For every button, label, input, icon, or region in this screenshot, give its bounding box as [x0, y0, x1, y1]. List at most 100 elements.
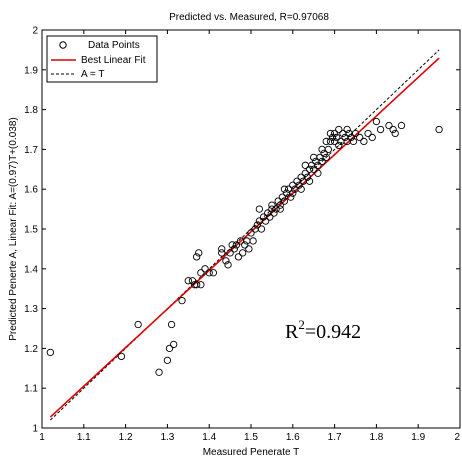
y-tick-label: 1 — [32, 424, 38, 435]
data-point — [310, 165, 318, 173]
y-tick-label: 1.1 — [24, 384, 38, 395]
data-point — [272, 205, 280, 213]
data-point — [205, 269, 213, 277]
data-point — [305, 177, 314, 185]
data-point — [335, 125, 343, 134]
y-tick-label: 1.4 — [24, 264, 38, 275]
chart-title: Predicted vs. Measured, R=0.97068 — [169, 12, 329, 23]
data-point — [368, 133, 376, 142]
annotation-sup: 2 — [298, 317, 305, 332]
data-point — [261, 217, 270, 225]
data-point — [255, 205, 264, 213]
legend-label-fit: Best Linear Fit — [81, 55, 146, 66]
data-point — [268, 205, 276, 213]
data-point — [218, 245, 226, 253]
data-point — [253, 221, 261, 229]
data-point — [372, 117, 381, 126]
data-point — [385, 121, 393, 130]
data-point — [289, 189, 297, 197]
data-point — [155, 368, 163, 376]
data-point — [360, 137, 368, 146]
y-tick-label: 1.8 — [24, 105, 38, 116]
data-point — [230, 245, 238, 253]
data-point — [330, 129, 339, 138]
data-point — [349, 137, 358, 146]
data-point — [301, 169, 309, 177]
data-point — [276, 201, 284, 209]
data-point — [280, 197, 289, 205]
r-squared-annotation: R2=0.942 — [285, 317, 361, 343]
data-point — [314, 161, 322, 169]
data-point — [295, 181, 303, 189]
x-tick-label: 1.7 — [328, 432, 342, 443]
data-point — [247, 229, 255, 237]
data-point — [397, 121, 406, 130]
data-point — [193, 281, 201, 289]
data-point — [435, 125, 443, 134]
data-point — [222, 257, 230, 265]
data-point — [328, 133, 337, 142]
annotation-rest: =0.942 — [305, 321, 361, 343]
data-point — [391, 129, 399, 138]
data-point — [364, 129, 372, 138]
data-point — [178, 296, 186, 305]
data-point — [224, 261, 232, 269]
data-point — [163, 356, 172, 364]
x-tick-label: 1.9 — [411, 432, 425, 443]
data-point — [356, 133, 364, 142]
y-tick-label: 1.5 — [24, 225, 38, 236]
legend-label-points: Data Points — [88, 40, 140, 51]
data-point — [322, 137, 330, 146]
data-point — [232, 241, 241, 249]
y-tick-label: 1.3 — [24, 304, 38, 315]
data-point — [46, 348, 55, 357]
data-point — [314, 169, 322, 177]
data-point — [326, 129, 335, 138]
legend: Data Points Best Linear Fit A = T — [46, 35, 158, 83]
x-tick-label: 1.3 — [160, 432, 174, 443]
data-point — [234, 253, 243, 261]
data-point — [320, 149, 328, 158]
data-point — [335, 141, 343, 150]
identity-line-group — [50, 49, 440, 421]
y-tick-label: 1.9 — [24, 65, 38, 76]
x-tick-label: 1.4 — [202, 432, 216, 443]
y-tick-label: 1.6 — [24, 185, 38, 196]
data-point — [218, 249, 226, 257]
data-point — [228, 241, 236, 249]
data-point — [305, 165, 314, 173]
x-tick-label: 1.8 — [369, 432, 383, 443]
data-point — [270, 209, 278, 217]
data-point — [376, 125, 385, 134]
x-tick-label: 2 — [454, 432, 460, 443]
data-point — [241, 241, 249, 249]
data-point — [280, 185, 289, 193]
data-point — [310, 153, 318, 162]
data-point — [287, 193, 295, 201]
y-axis-label: Predicted Penerte A, Linear Fit: A=(0.97… — [8, 117, 19, 340]
data-point — [249, 237, 257, 245]
data-point — [188, 277, 197, 285]
annotation-base: R — [285, 321, 299, 343]
x-tick-label: 1 — [39, 432, 45, 443]
data-point — [351, 129, 360, 138]
data-point — [197, 281, 205, 289]
legend-label-identity: A = T — [81, 69, 104, 80]
data-point — [209, 269, 218, 277]
data-point — [167, 320, 176, 329]
data-point — [333, 133, 341, 142]
data-point — [347, 133, 355, 142]
data-point — [226, 249, 234, 257]
legend-marker-points — [59, 41, 67, 49]
data-point — [276, 205, 284, 213]
x-tick-label: 1.6 — [286, 432, 300, 443]
data-point — [268, 201, 276, 209]
data-point — [245, 245, 253, 253]
data-point — [278, 193, 286, 201]
data-point — [197, 269, 205, 277]
data-point — [165, 344, 174, 353]
legend-box — [46, 35, 158, 83]
data-point — [297, 185, 305, 193]
data-point — [201, 265, 209, 273]
